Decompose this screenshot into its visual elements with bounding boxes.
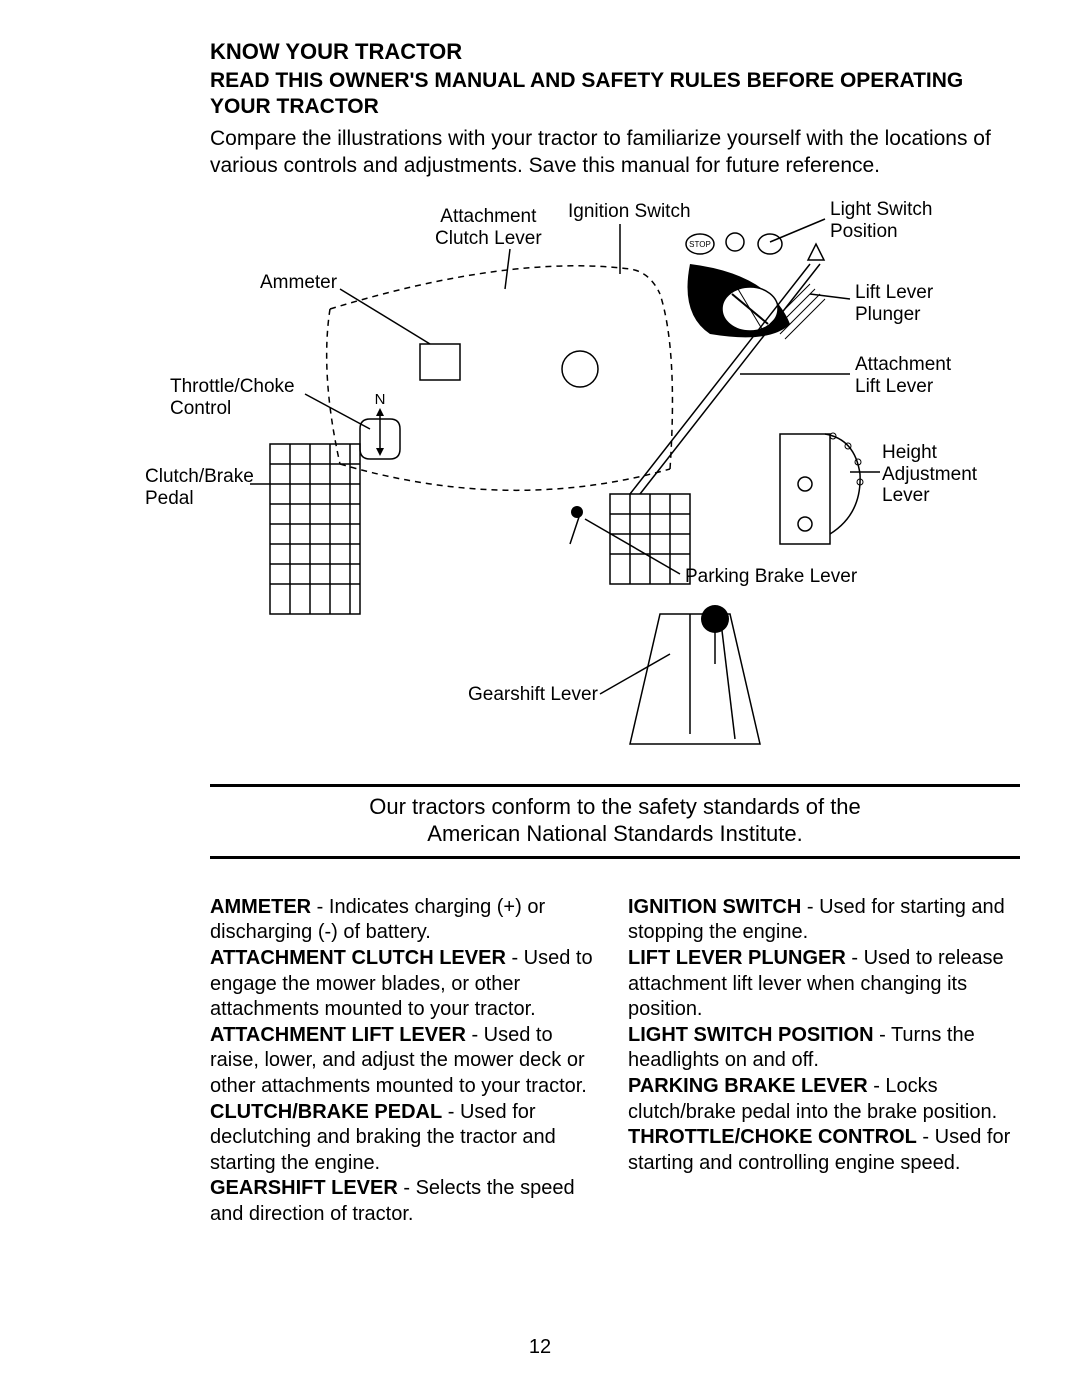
def-ammeter: AMMETER - Indicates charging (+) or disc… — [210, 895, 602, 946]
safety-statement: Our tractors conform to the safety stand… — [210, 784, 1020, 859]
label-gearshift-lever: Gearshift Lever — [468, 684, 598, 706]
label-attachment-clutch-lever: AttachmentClutch Lever — [435, 206, 542, 250]
tractor-diagram: N STOP — [210, 194, 990, 754]
def-clutch-brake-pedal: CLUTCH/BRAKE PEDAL - Used for declutchin… — [210, 1100, 602, 1177]
definitions-left-column: AMMETER - Indicates charging (+) or disc… — [210, 895, 602, 1228]
definitions-right-column: IGNITION SWITCH - Used for starting and … — [628, 895, 1020, 1228]
def-term: ATTACHMENT CLUTCH LEVER — [210, 947, 506, 969]
def-term: AMMETER — [210, 896, 311, 918]
svg-text:N: N — [375, 391, 386, 408]
definitions-block: AMMETER - Indicates charging (+) or disc… — [210, 895, 1020, 1228]
def-term: LIFT LEVER PLUNGER — [628, 947, 846, 969]
label-clutch-brake-pedal: Clutch/BrakePedal — [145, 466, 260, 510]
label-ammeter: Ammeter — [260, 272, 337, 294]
safety-line-2: American National Standards Institute. — [210, 820, 1020, 848]
page-container: KNOW YOUR TRACTOR READ THIS OWNER'S MANU… — [0, 0, 1080, 1391]
label-throttle-choke-control: Throttle/ChokeControl — [170, 376, 305, 420]
label-ignition-switch: Ignition Switch — [568, 201, 691, 223]
def-term: LIGHT SWITCH POSITION — [628, 1024, 874, 1046]
def-lift-lever-plunger: LIFT LEVER PLUNGER - Used to release att… — [628, 946, 1020, 1023]
def-attachment-lift-lever: ATTACHMENT LIFT LEVER - Used to raise, l… — [210, 1023, 602, 1100]
def-ignition-switch: IGNITION SWITCH - Used for starting and … — [628, 895, 1020, 946]
label-lift-lever-plunger: Lift LeverPlunger — [855, 282, 933, 326]
safety-line-1: Our tractors conform to the safety stand… — [210, 793, 1020, 821]
def-parking-brake-lever: PARKING BRAKE LEVER - Locks clutch/brake… — [628, 1074, 1020, 1125]
svg-text:STOP: STOP — [689, 240, 711, 249]
label-light-switch-position: Light SwitchPosition — [830, 199, 932, 243]
sub-heading: READ THIS OWNER'S MANUAL AND SAFETY RULE… — [210, 68, 1020, 121]
def-term: CLUTCH/BRAKE PEDAL — [210, 1101, 442, 1123]
def-term: GEARSHIFT LEVER — [210, 1177, 398, 1199]
def-gearshift-lever: GEARSHIFT LEVER - Selects the speed and … — [210, 1176, 602, 1227]
label-parking-brake-lever: Parking Brake Lever — [685, 566, 857, 588]
label-height-adjustment-lever: HeightAdjustmentLever — [882, 442, 977, 508]
def-term: ATTACHMENT LIFT LEVER — [210, 1024, 466, 1046]
def-attachment-clutch-lever: ATTACHMENT CLUTCH LEVER - Used to engage… — [210, 946, 602, 1023]
def-term: IGNITION SWITCH — [628, 896, 801, 918]
def-light-switch-position: LIGHT SWITCH POSITION - Turns the headli… — [628, 1023, 1020, 1074]
page-number: 12 — [0, 1336, 1080, 1359]
def-throttle-choke-control: THROTTLE/CHOKE CONTROL - Used for starti… — [628, 1125, 1020, 1176]
label-attachment-lift-lever: AttachmentLift Lever — [855, 354, 951, 398]
main-heading: KNOW YOUR TRACTOR — [210, 38, 1020, 66]
def-term: THROTTLE/CHOKE CONTROL — [628, 1126, 917, 1148]
intro-paragraph: Compare the illustrations with your trac… — [210, 126, 1020, 180]
def-term: PARKING BRAKE LEVER — [628, 1075, 868, 1097]
